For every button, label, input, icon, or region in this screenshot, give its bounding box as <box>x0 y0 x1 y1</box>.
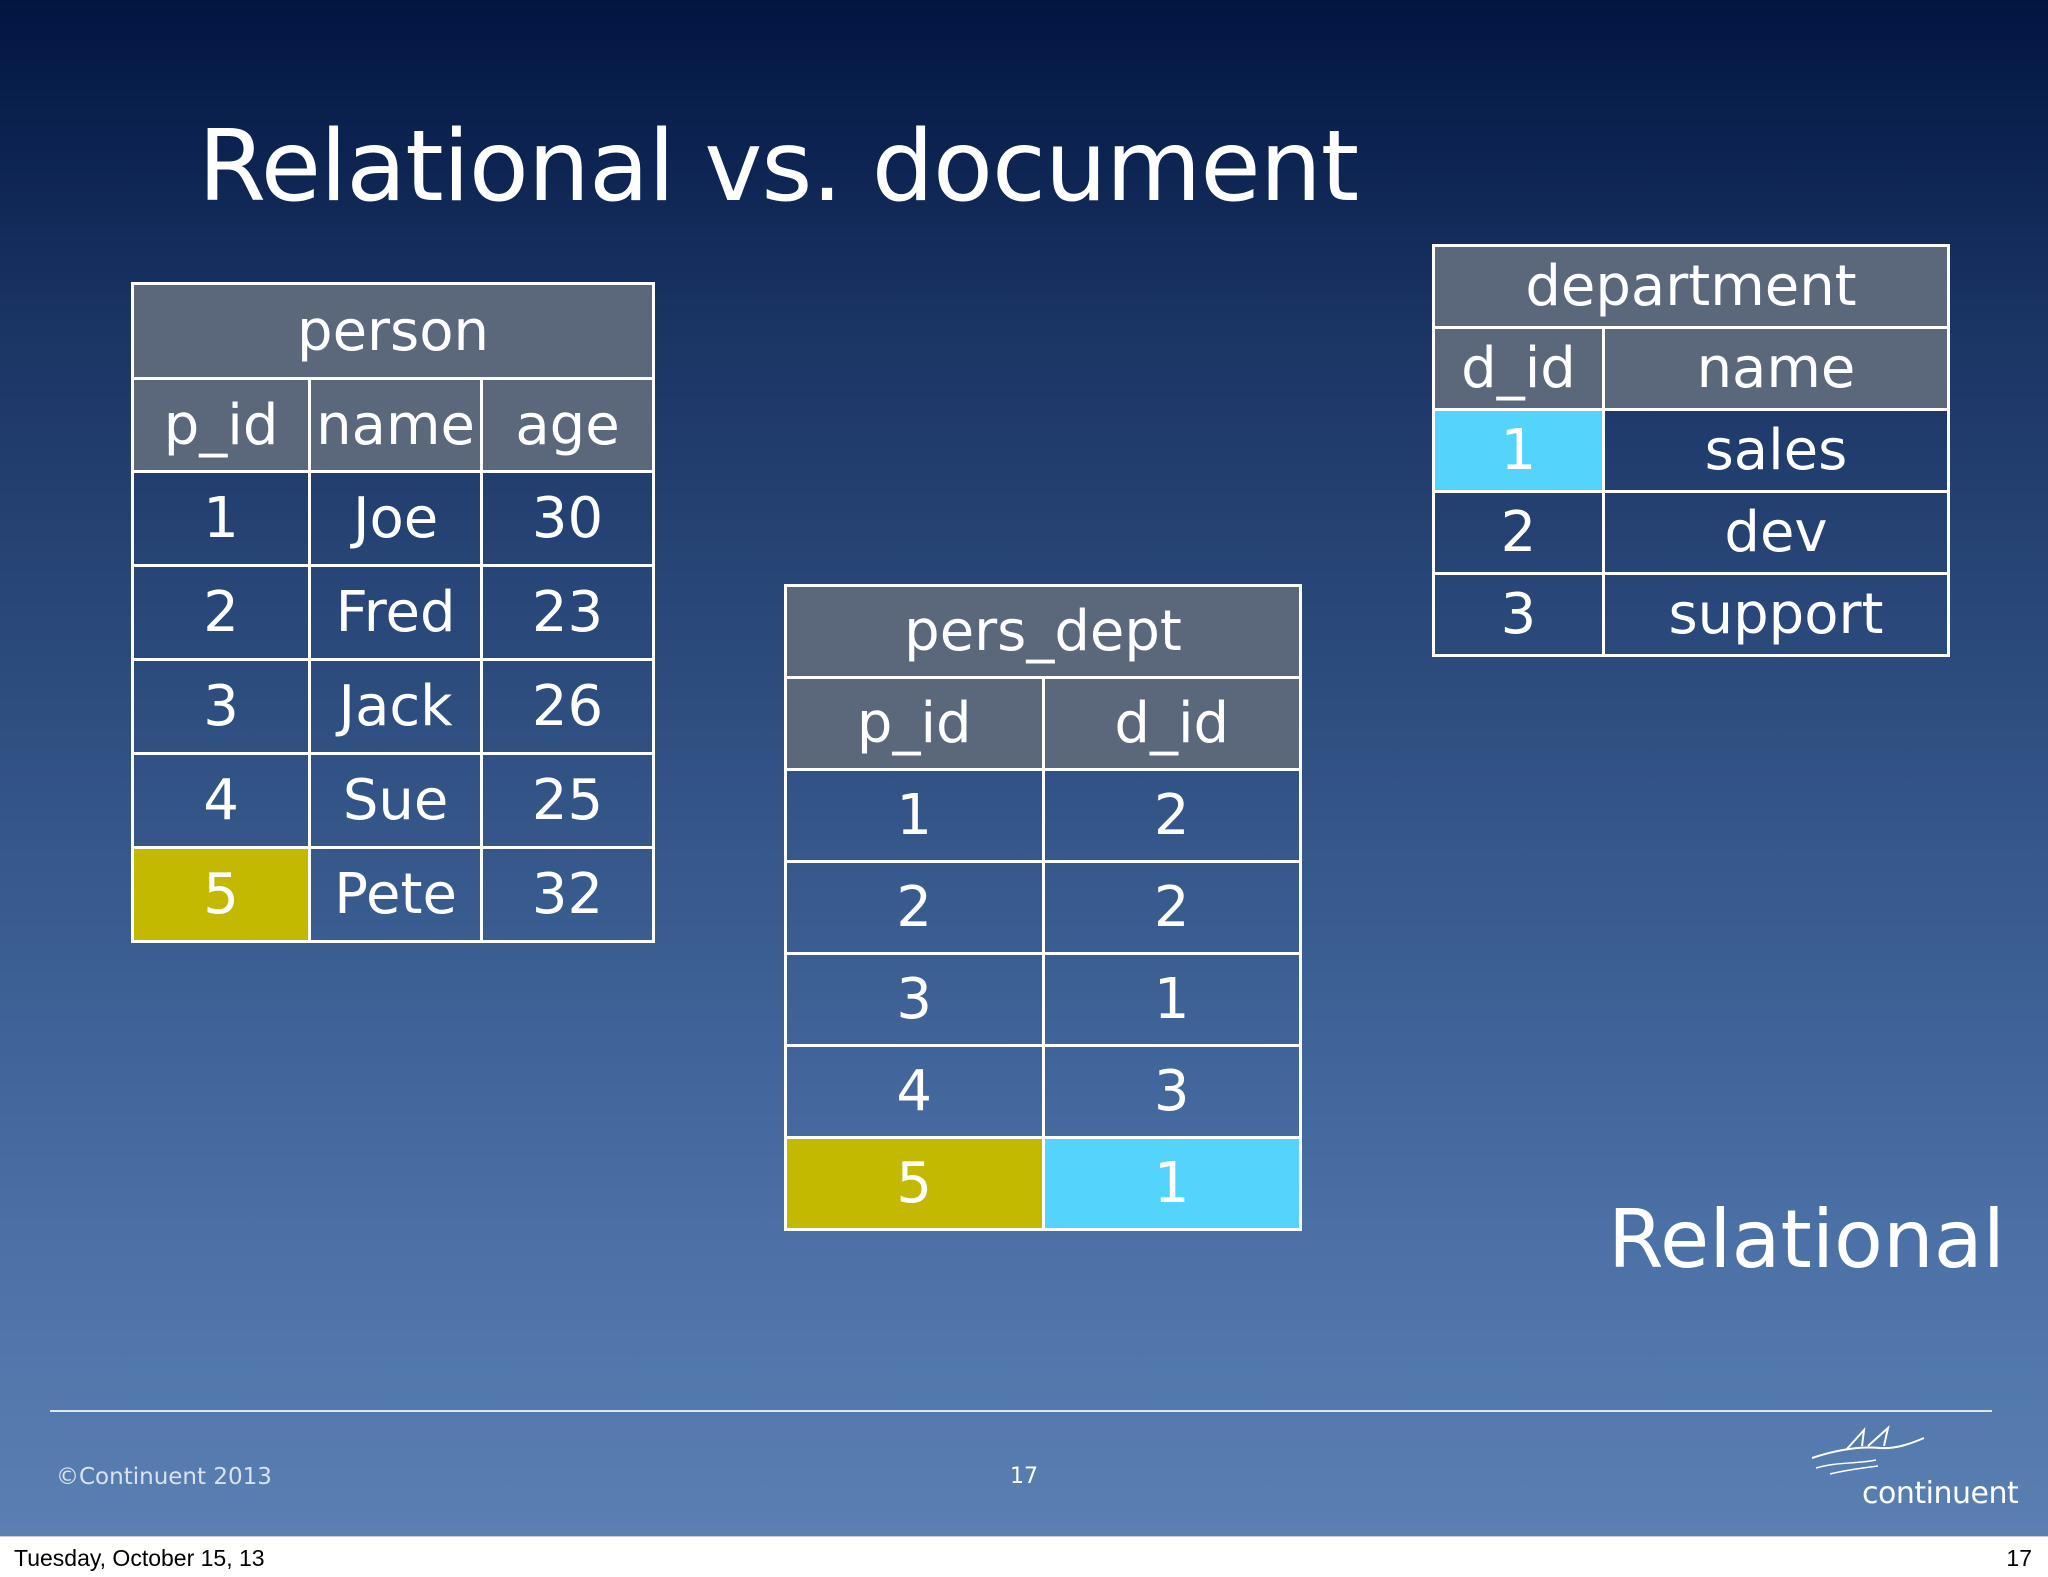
person-table: person p_id name age 1 Joe 30 2 Fred 23 … <box>130 282 655 943</box>
table-cell: 23 <box>480 564 655 661</box>
table-cell: 26 <box>480 658 655 755</box>
table-cell: 3 <box>1041 1044 1302 1139</box>
table-row: 2 Fred 23 <box>130 564 655 661</box>
table-name: department <box>1432 244 1950 329</box>
highlighted-cell: 1 <box>1432 408 1605 493</box>
table-cell: Jack <box>308 658 484 755</box>
table-row: 2 dev <box>1432 490 1951 575</box>
column-header: name <box>308 377 484 473</box>
highlighted-cell: 5 <box>130 846 312 943</box>
table-row: 1 2 <box>784 768 1302 863</box>
table-cell: Pete <box>308 846 484 943</box>
copyright-text: ©Continuent 2013 <box>56 1464 272 1490</box>
table-name: pers_dept <box>784 584 1302 679</box>
slide-title: Relational vs. document <box>198 110 1359 224</box>
table-cell: 2 <box>1432 490 1605 575</box>
department-table: department d_id name 1 sales 2 dev 3 sup… <box>1432 244 1951 657</box>
table-cell: 25 <box>480 752 655 849</box>
date-label: Tuesday, October 15, 13 <box>14 1545 265 1571</box>
table-cell: 2 <box>784 860 1045 955</box>
table-row: 1 Joe 30 <box>130 470 655 567</box>
table-row: 3 Jack 26 <box>130 658 655 755</box>
table-cell: 1 <box>130 470 312 567</box>
table-name: person <box>131 282 655 380</box>
footer-divider <box>50 1410 1992 1412</box>
table-cell: 1 <box>1041 952 1302 1047</box>
table-cell: sales <box>1601 408 1951 493</box>
column-header: p_id <box>130 377 312 473</box>
column-header: d_id <box>1041 676 1302 771</box>
page-number: 17 <box>2006 1545 2032 1571</box>
slide-number: 17 <box>1010 1464 1038 1489</box>
table-row: 5 Pete 32 <box>130 846 655 943</box>
table-cell: 2 <box>130 564 312 661</box>
column-header: age <box>480 377 655 473</box>
table-row: 3 support <box>1432 572 1951 657</box>
table-row: 5 1 <box>784 1136 1302 1231</box>
column-header: p_id <box>784 676 1045 771</box>
logo-wordmark: continuent <box>1862 1476 2019 1511</box>
viewer-status-bar: Tuesday, October 15, 13 17 <box>0 1536 2048 1577</box>
table-cell: 3 <box>1432 572 1605 657</box>
table-cell: Joe <box>308 470 484 567</box>
table-row: 4 3 <box>784 1044 1302 1139</box>
table-cell: dev <box>1601 490 1951 575</box>
section-label: Relational <box>1608 1193 2005 1286</box>
table-cell: 3 <box>130 658 312 755</box>
slide: Relational vs. document person p_id name… <box>0 0 2048 1536</box>
highlighted-cell: 1 <box>1041 1136 1302 1231</box>
table-row: 1 sales <box>1432 408 1951 493</box>
table-cell: 30 <box>480 470 655 567</box>
table-row: 2 2 <box>784 860 1302 955</box>
table-cell: 2 <box>1041 768 1302 863</box>
bird-icon <box>1811 1425 1925 1475</box>
pers-dept-table: pers_dept p_id d_id 1 2 2 2 3 1 4 3 5 1 <box>784 584 1302 1231</box>
table-cell: Sue <box>308 752 484 849</box>
table-row: 3 1 <box>784 952 1302 1047</box>
table-cell: 32 <box>480 846 655 943</box>
table-cell: 2 <box>1041 860 1302 955</box>
table-row: 4 Sue 25 <box>130 752 655 849</box>
table-cell: support <box>1601 572 1951 657</box>
column-header: d_id <box>1432 326 1605 411</box>
table-cell: 4 <box>784 1044 1045 1139</box>
highlighted-cell: 5 <box>784 1136 1045 1231</box>
table-cell: 3 <box>784 952 1045 1047</box>
column-header: name <box>1601 326 1951 411</box>
table-cell: 4 <box>130 752 312 849</box>
continuent-logo: continuent <box>1806 1424 2019 1514</box>
table-cell: 1 <box>784 768 1045 863</box>
table-cell: Fred <box>308 564 484 661</box>
